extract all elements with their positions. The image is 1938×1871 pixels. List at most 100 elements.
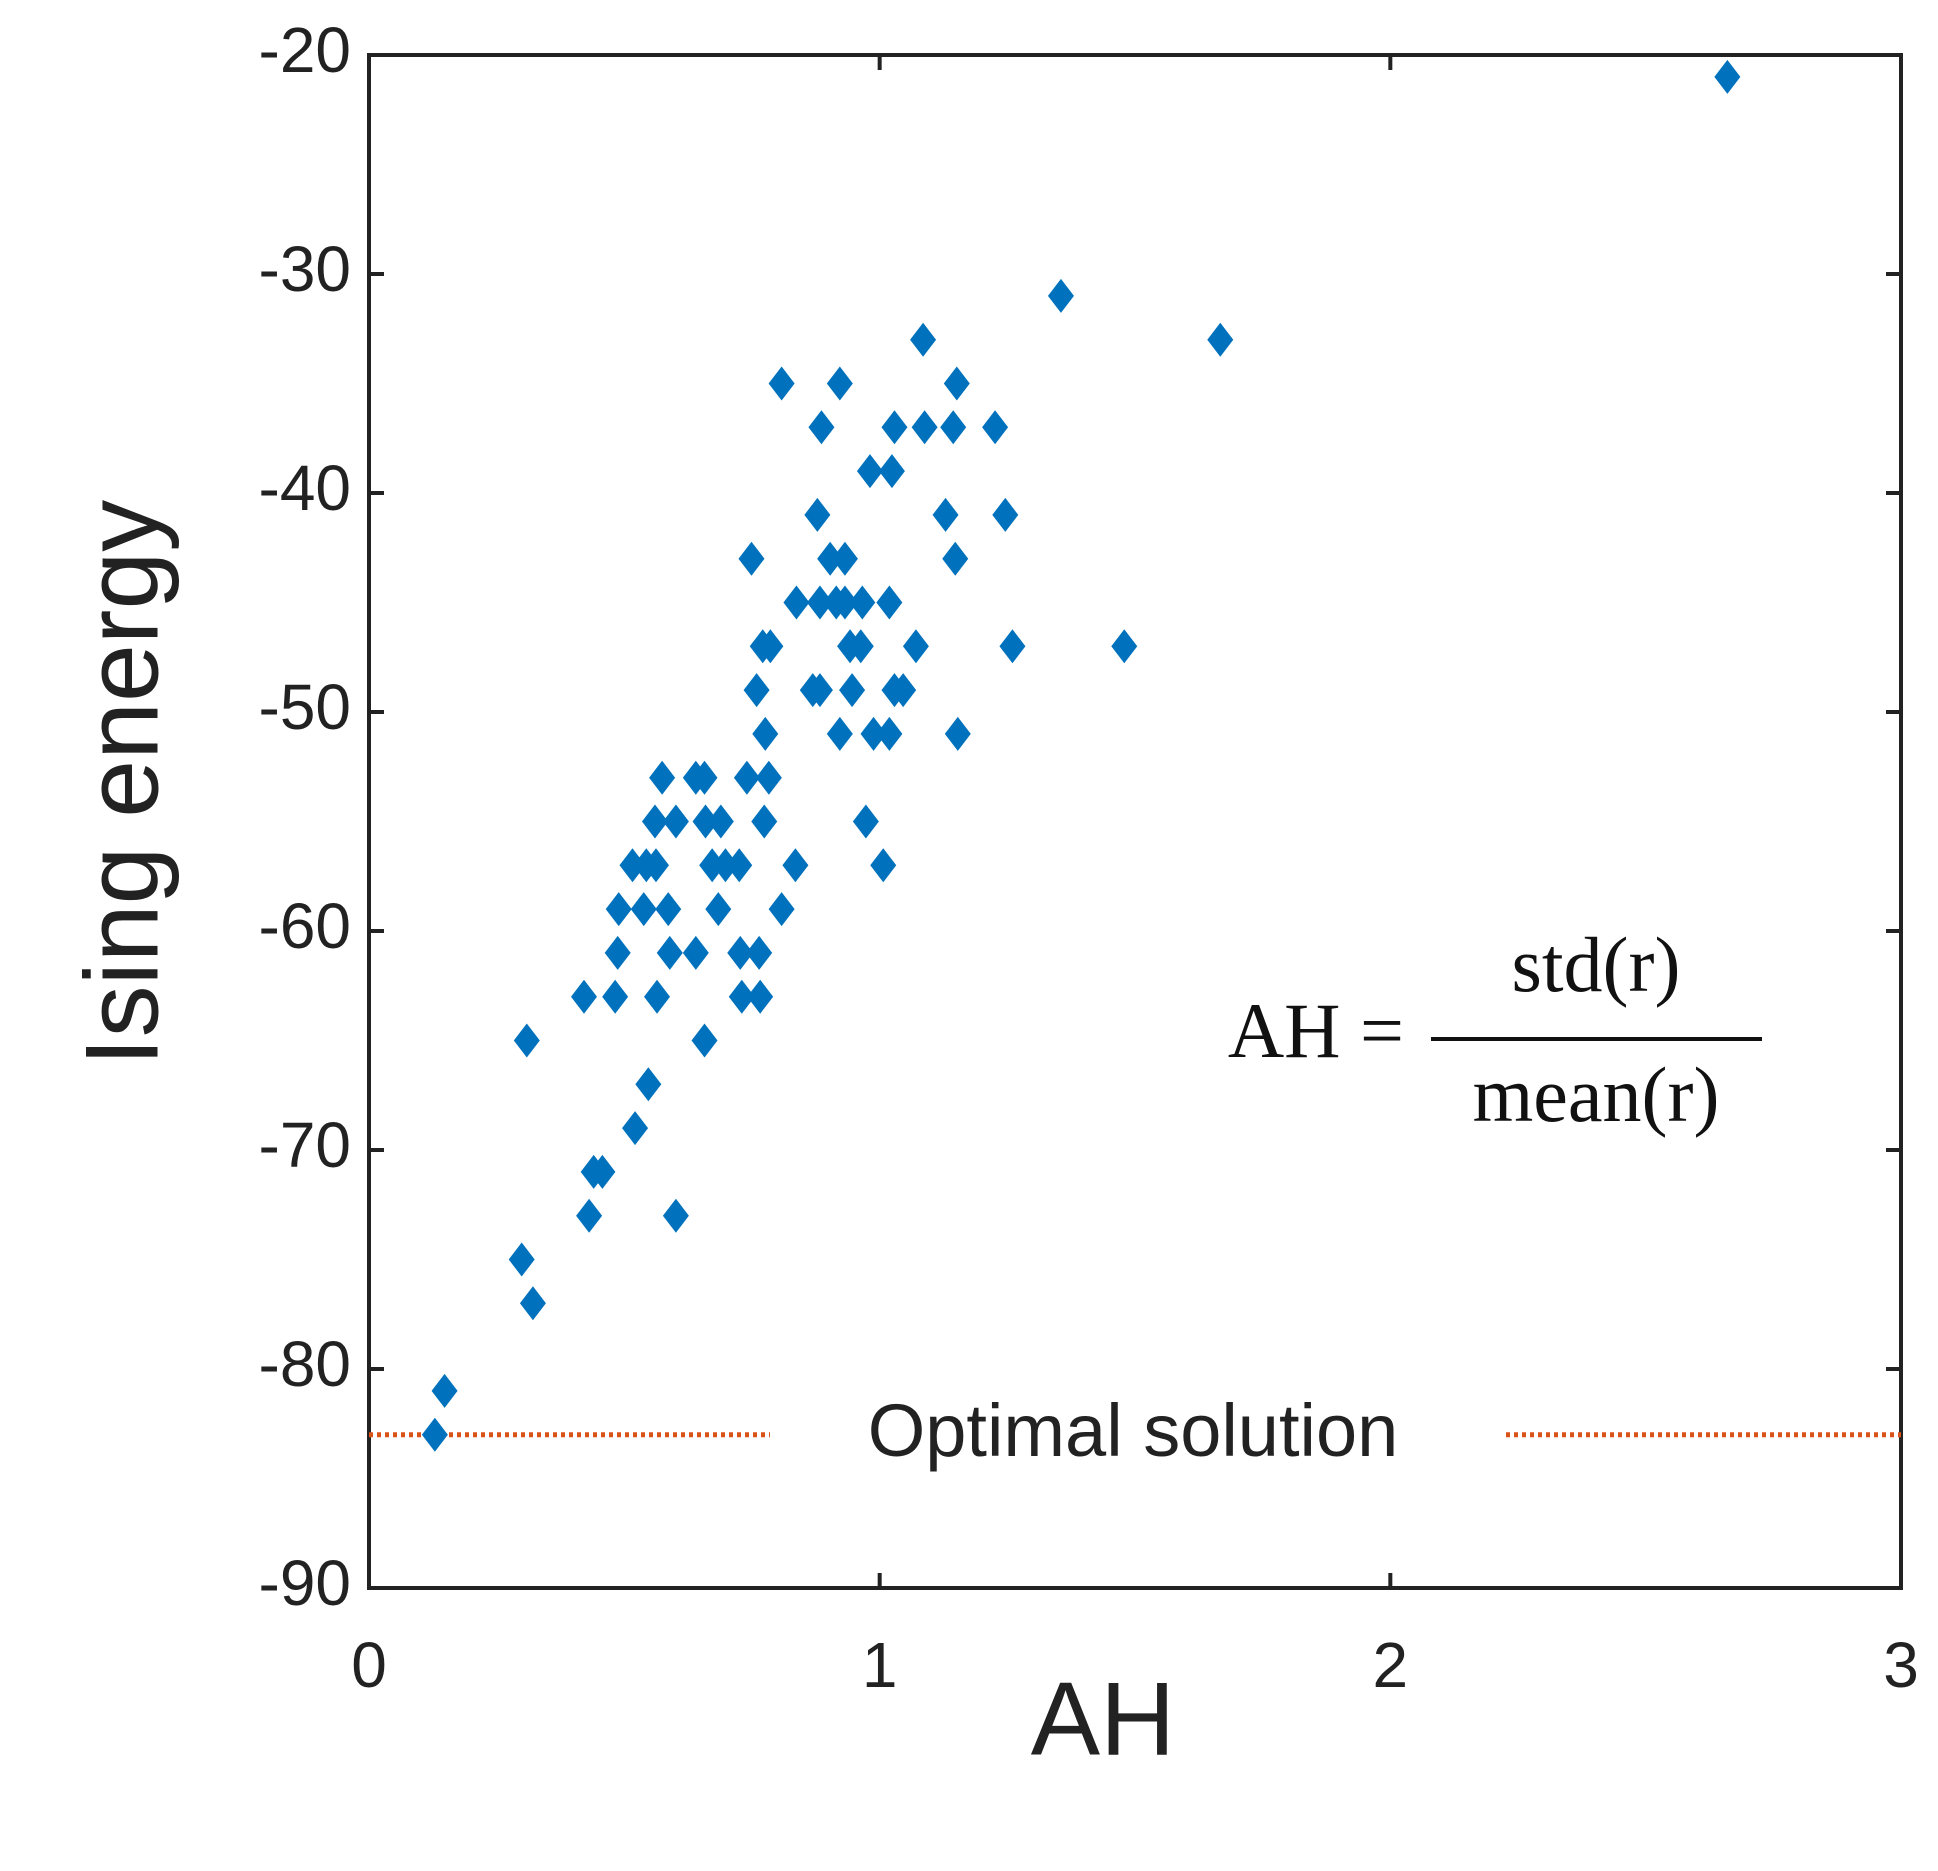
point [757,629,784,664]
point [1111,629,1138,664]
point [839,673,866,708]
point [743,673,770,708]
point [733,760,760,795]
point [705,892,732,927]
point [932,497,959,532]
point [728,979,755,1014]
point [751,804,778,839]
point [890,673,917,708]
point [712,848,739,883]
point [519,1286,546,1321]
point [852,804,879,839]
point [692,804,719,839]
point [747,979,774,1014]
point [421,1417,448,1452]
point [602,979,629,1014]
point [589,1154,616,1189]
point [691,1023,718,1058]
plot-frame [367,53,1903,1590]
point [642,848,669,883]
point [635,1067,662,1102]
point [982,410,1009,445]
point [940,410,967,445]
point [826,716,853,751]
point [943,366,970,401]
point [847,629,874,664]
point [655,892,682,927]
point [508,1242,535,1277]
formula-numerator: std(r) [1512,921,1681,1008]
x-axis-label: AH [1031,1661,1175,1777]
point [876,585,903,620]
point [910,322,937,357]
y-tick-label: -60 [259,890,352,962]
point [992,497,1019,532]
x-tick-label: 2 [1373,1629,1409,1701]
point [826,366,853,401]
point [856,454,883,489]
y-tick-label: -90 [259,1547,352,1619]
point [431,1373,458,1408]
point [604,935,631,970]
point [605,892,632,927]
point [768,366,795,401]
point [746,935,773,970]
point [878,454,905,489]
point [726,848,753,883]
reference-label: Optimal solution [868,1389,1399,1472]
point [691,760,718,795]
point [831,585,858,620]
point [902,629,929,664]
y-tick-label: -50 [259,671,352,743]
point [876,716,903,751]
point [806,673,833,708]
point [662,804,689,839]
point [999,629,1026,664]
point [576,1198,603,1233]
point [755,760,782,795]
y-tick-label: -70 [259,1109,352,1181]
point [849,585,876,620]
x-tick-label: 1 [862,1629,898,1701]
point [911,410,938,445]
point [699,848,726,883]
point [570,979,597,1014]
point [738,541,765,576]
point [942,541,969,576]
point [641,804,668,839]
point [860,716,887,751]
formula-lhs: AH = [1228,987,1404,1074]
y-tick-label: -30 [259,233,352,305]
point [881,410,908,445]
point [622,1111,649,1146]
x-tick-label: 3 [1883,1629,1919,1701]
point [630,892,657,927]
point [644,979,671,1014]
point [806,585,833,620]
y-axis-label: Ising energy [64,500,180,1067]
formula-denominator: mean(r) [1473,1051,1720,1138]
point [870,848,897,883]
point [727,935,754,970]
point [707,804,734,839]
point [804,497,831,532]
point [1047,278,1074,313]
point [944,716,971,751]
point [782,848,809,883]
y-tick-label: -40 [259,452,352,524]
point [768,892,795,927]
point [682,935,709,970]
point [662,1198,689,1233]
point [649,760,676,795]
x-tick-label: 0 [351,1629,387,1701]
point [831,541,858,576]
point [1207,322,1234,357]
point [656,935,683,970]
y-tick-label: -20 [259,14,352,86]
point [808,410,835,445]
point [752,716,779,751]
point [817,541,844,576]
point [513,1023,540,1058]
point [783,585,810,620]
